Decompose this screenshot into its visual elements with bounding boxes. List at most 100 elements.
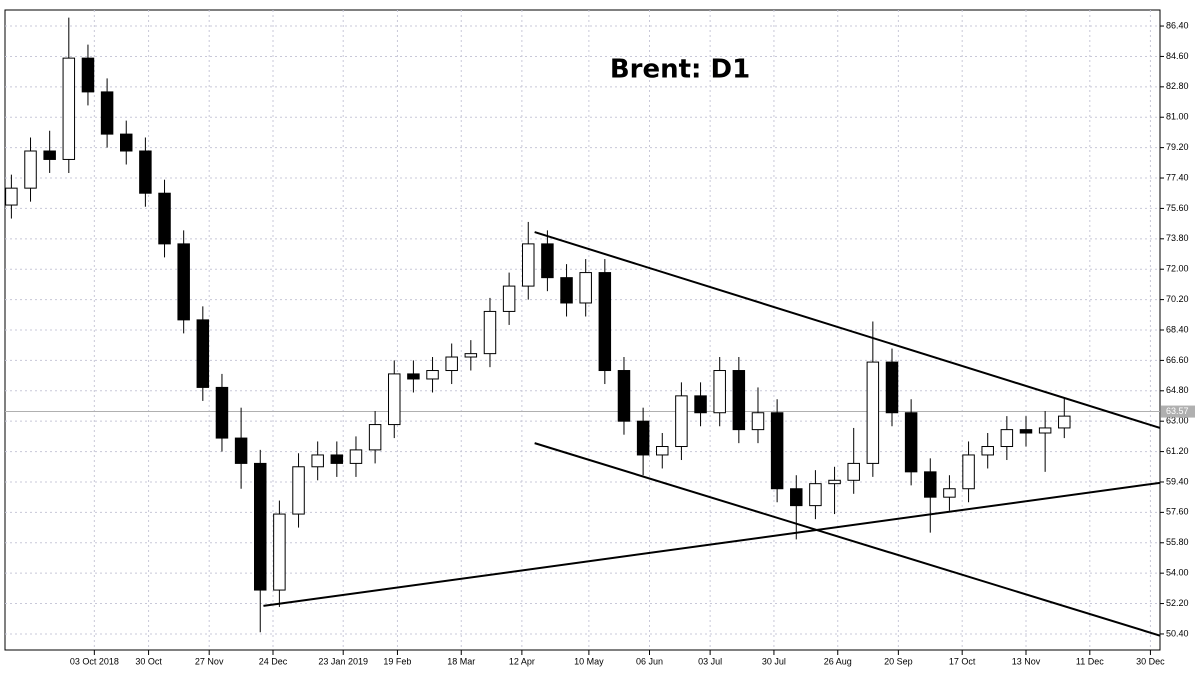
candle-body (790, 488, 803, 507)
x-tick-label: 10 May (574, 656, 604, 666)
candle-body (215, 386, 229, 439)
candle-body (981, 446, 994, 456)
y-tick-label: 68.40 (1166, 324, 1189, 334)
candle-body (847, 462, 860, 481)
x-tick-label: 18 Mar (447, 656, 475, 666)
candle-body (234, 437, 248, 464)
candle-body (617, 370, 631, 422)
candle-body (675, 395, 688, 448)
y-tick-label: 82.80 (1166, 81, 1189, 91)
candle-body (1000, 429, 1014, 448)
candle-body (962, 454, 975, 490)
x-tick-label: 03 Jul (698, 656, 722, 666)
candle-body (100, 91, 114, 135)
y-tick-label: 77.40 (1166, 172, 1189, 182)
candle-body (254, 462, 267, 591)
x-tick-label: 20 Sep (884, 656, 913, 666)
candle-body (732, 370, 746, 431)
candle-body (885, 361, 899, 414)
x-tick-label: 13 Nov (1012, 656, 1041, 666)
x-tick-label: 24 Dec (259, 656, 288, 666)
y-tick-label: 64.80 (1166, 385, 1189, 395)
candle-body (292, 466, 305, 515)
y-tick-label: 61.20 (1166, 446, 1189, 456)
x-tick-label: 06 Jun (636, 656, 663, 666)
candle-body (579, 272, 592, 304)
y-tick-label: 50.40 (1166, 628, 1189, 638)
candle-body (694, 395, 707, 414)
candle-body (483, 310, 497, 355)
chart-title: Brent: D1 (610, 55, 750, 85)
candle-body (866, 361, 880, 464)
y-tick-label: 55.80 (1166, 537, 1189, 547)
candle-body (24, 150, 37, 189)
candle-body (1058, 415, 1071, 429)
candle-body (1038, 427, 1052, 434)
y-tick-label: 72.00 (1166, 264, 1189, 274)
candle-body (560, 277, 573, 304)
x-tick-label: 17 Oct (949, 656, 976, 666)
y-tick-label: 79.20 (1166, 142, 1189, 152)
y-tick-label: 70.20 (1166, 294, 1189, 304)
y-tick-label: 75.60 (1166, 203, 1189, 213)
y-tick-label: 86.40 (1166, 20, 1189, 30)
candle-body (426, 370, 439, 380)
candle-body (598, 272, 612, 372)
x-tick-label: 03 Oct 2018 (70, 656, 119, 666)
candle-body (464, 353, 478, 358)
candle-body (273, 513, 286, 591)
grid (5, 10, 1160, 650)
candle-body (904, 412, 918, 473)
x-tick-label: 11 Dec (1076, 656, 1104, 666)
candle-body (445, 356, 458, 372)
x-tick-label: 12 Apr (509, 656, 535, 666)
candle-body (924, 471, 937, 498)
last-price-label: 63.57 (1166, 406, 1189, 416)
candle-body (943, 488, 956, 498)
candle-body (196, 319, 210, 388)
candle-body (770, 412, 784, 490)
candle-body (407, 373, 420, 380)
y-tick-label: 59.40 (1166, 476, 1189, 486)
y-tick-label: 81.00 (1166, 112, 1189, 122)
x-tick-label: 27 Nov (195, 656, 224, 666)
candle-body (828, 479, 841, 485)
x-tick-label: 30 Oct (135, 656, 162, 666)
y-tick-label: 57.60 (1166, 507, 1189, 517)
x-tick-label: 19 Feb (383, 656, 411, 666)
candle-body (1019, 429, 1033, 434)
candle-body (809, 483, 822, 507)
y-tick-label: 66.60 (1166, 355, 1189, 365)
candle-body (311, 454, 324, 468)
candle-body (751, 412, 765, 431)
candle-body (656, 446, 669, 456)
candle-body (388, 373, 401, 426)
x-tick-label: 30 Jul (762, 656, 786, 666)
candle-body (636, 420, 650, 456)
trend-line (534, 442, 1160, 637)
y-tick-label: 52.20 (1166, 598, 1189, 608)
candle-body (81, 57, 95, 93)
marks (5, 17, 1160, 637)
candle-body (43, 150, 56, 160)
candle-body (120, 133, 133, 152)
labels: 86.40 84.60 82.80 81.00 79.20 77.40 75.60 73.80… (70, 20, 1195, 666)
y-tick-label: 73.80 (1166, 233, 1189, 243)
candle-body (330, 454, 344, 464)
candle-body (158, 192, 171, 245)
candle-body (349, 449, 363, 464)
candle-body (368, 424, 382, 451)
candle-body (5, 187, 18, 206)
candle-body (139, 150, 152, 194)
candle-body (541, 243, 554, 279)
last-price-box (1161, 405, 1195, 418)
y-tick-label: 84.60 (1166, 51, 1189, 61)
x-tick-label: 30 Dec (1136, 656, 1165, 666)
candle-body (62, 57, 76, 160)
candle-body (177, 243, 190, 321)
y-tick-label: 54.00 (1166, 568, 1189, 578)
trend-line (534, 231, 1160, 429)
candle-body (502, 285, 516, 312)
trend-line (263, 481, 1160, 607)
